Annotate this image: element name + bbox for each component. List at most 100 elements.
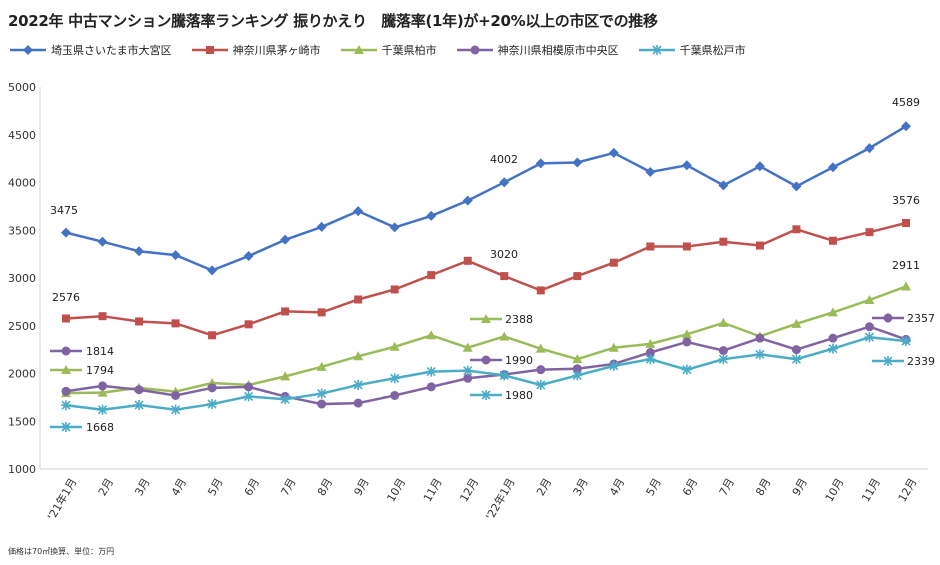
y-tick-label: 2000 (8, 368, 36, 381)
data-point (828, 236, 837, 245)
data-point (608, 342, 619, 352)
data-point (682, 242, 691, 251)
data-point (609, 258, 618, 267)
data-point (645, 347, 655, 357)
data-point (280, 394, 291, 405)
data-point (244, 320, 253, 329)
legend-swatch (340, 45, 377, 54)
data-point (97, 404, 108, 415)
data-point (572, 354, 583, 364)
data-point (97, 236, 108, 247)
data-point (791, 318, 802, 328)
data-point (207, 383, 217, 393)
x-tick-label: 7月 (278, 476, 298, 498)
x-tick-label: 5月 (644, 476, 664, 498)
legend-label: 埼玉県さいたま市大宮区 (51, 44, 172, 57)
legend-marker (353, 45, 364, 54)
swatch-marker (481, 355, 491, 365)
legend-marker (651, 45, 662, 55)
data-point (718, 317, 729, 327)
x-tick-label: 4月 (169, 476, 189, 498)
data-point (718, 346, 728, 356)
legend-swatch (191, 46, 228, 54)
data-point (61, 400, 71, 411)
data-label: 2576 (52, 291, 80, 304)
data-point (536, 365, 546, 375)
annotation-swatch (50, 422, 82, 432)
legend-label: 神奈川県相模原市中央区 (497, 44, 619, 57)
data-point (134, 246, 145, 257)
data-point (389, 222, 400, 233)
data-point (535, 158, 546, 169)
data-point (573, 272, 582, 281)
y-tick-label: 1500 (8, 415, 36, 428)
data-point (864, 322, 874, 332)
data-point (902, 218, 910, 227)
data-point (171, 390, 181, 400)
annotation-swatch (470, 355, 502, 365)
data-label: 3020 (490, 248, 518, 261)
legend-label: 神奈川県茅ヶ崎市 (232, 44, 321, 57)
data-point (572, 370, 583, 381)
swatch-marker (61, 346, 71, 356)
data-point (208, 331, 217, 340)
data-point (170, 250, 181, 261)
data-point (134, 400, 145, 411)
data-point (171, 319, 180, 328)
data-point (681, 160, 692, 171)
data-point (463, 373, 473, 383)
x-tick-label: 12月 (896, 476, 920, 504)
y-tick-label: 4000 (8, 177, 36, 190)
x-tick-label: 10月 (823, 476, 847, 504)
data-point (61, 227, 71, 238)
data-label: 1980 (505, 389, 533, 402)
x-tick-label: 4月 (607, 476, 627, 498)
legend-item: 千葉県柏市 (339, 42, 437, 58)
data-point (646, 242, 655, 251)
x-tick-label: 2月 (96, 476, 116, 498)
legend-swatch (638, 45, 675, 55)
data-label: 2339 (907, 355, 935, 368)
data-point (500, 272, 509, 281)
swatch-marker (61, 422, 71, 432)
x-tick-label: 8月 (753, 476, 773, 498)
data-point (316, 388, 327, 399)
swatch-marker (481, 314, 491, 323)
data-point (354, 295, 363, 304)
x-tick-label: 5月 (205, 476, 225, 498)
data-point (97, 387, 108, 397)
series-line (65, 221, 907, 337)
data-point (718, 354, 729, 365)
data-point (463, 256, 472, 265)
data-point (317, 399, 327, 409)
data-point (827, 307, 838, 317)
swatch-marker (883, 356, 893, 366)
data-point (681, 364, 692, 375)
legend-label: 千葉県柏市 (381, 44, 437, 57)
data-point (681, 329, 692, 339)
x-tick-label: 9月 (351, 476, 371, 498)
annotation-swatch (872, 313, 904, 323)
data-point (645, 338, 656, 348)
y-tick-label: 3500 (8, 224, 36, 237)
series-2 (61, 281, 911, 398)
data-point (353, 351, 364, 361)
data-point (353, 379, 364, 390)
data-point (754, 161, 765, 172)
x-tick-label: 11月 (421, 476, 445, 504)
data-point (754, 349, 765, 360)
data-point (608, 360, 619, 371)
data-point (535, 343, 546, 353)
data-point (426, 382, 436, 392)
data-point (135, 317, 144, 326)
series-line (65, 125, 907, 272)
swatch-marker (61, 365, 71, 374)
y-tick-label: 3000 (8, 272, 36, 285)
data-point (682, 337, 692, 347)
data-point (791, 181, 802, 192)
y-tick-label: 1000 (8, 463, 36, 476)
legend-label: 千葉県松戸市 (679, 44, 746, 57)
data-point (280, 371, 291, 381)
data-point (755, 241, 764, 250)
data-point (827, 343, 838, 354)
